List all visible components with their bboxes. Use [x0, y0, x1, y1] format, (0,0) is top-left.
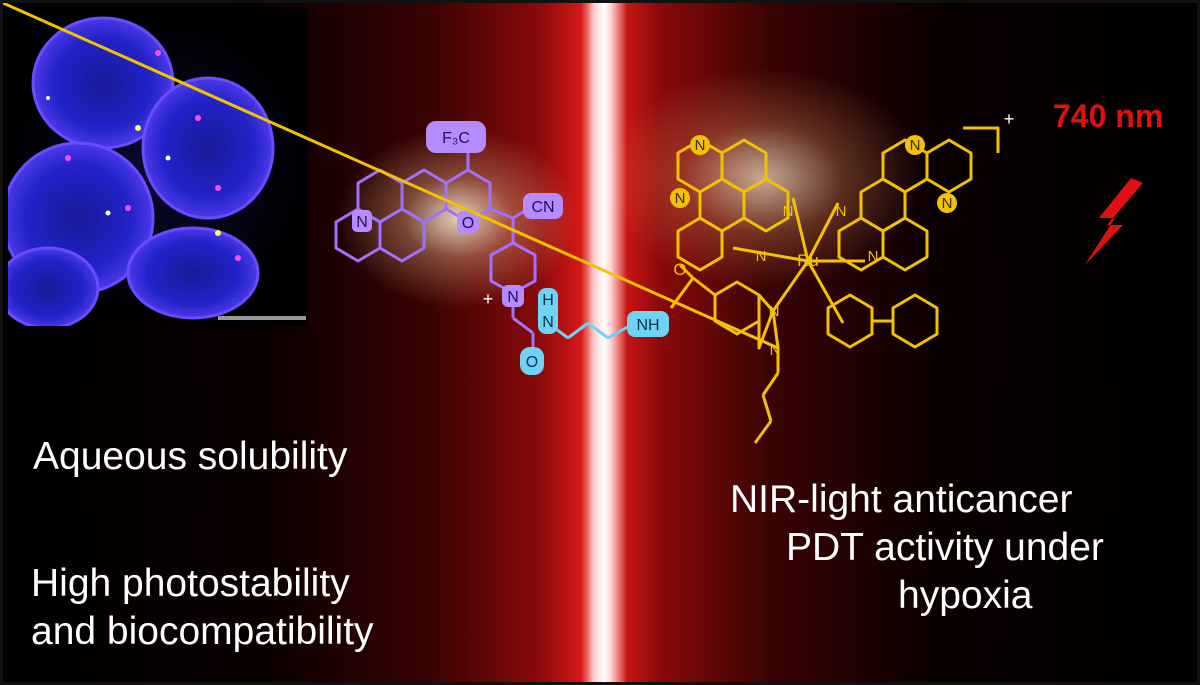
ru-complex-fragment	[3, 3, 1000, 444]
cn-label: CN	[531, 199, 554, 216]
cf3-label: F₃C	[442, 130, 470, 147]
complex-n-label-2: N	[675, 190, 686, 207]
complex-n-label-9: N	[769, 303, 780, 320]
caption-aqueous-solubility: Aqueous solubility	[33, 435, 348, 478]
complex-n-label-4: N	[942, 195, 953, 212]
complex-charge-label: +	[1004, 109, 1015, 129]
cell-4	[126, 226, 260, 320]
complex-n-label-7: N	[756, 248, 767, 265]
cell-2	[141, 76, 275, 220]
complex-n-label-1: N	[695, 137, 706, 154]
linker-o-label: O	[526, 354, 538, 371]
complex-n-label-10: N	[770, 342, 781, 359]
cyanine-fragment	[334, 151, 539, 358]
cells-svg	[8, 16, 306, 326]
ru-label: Ru	[797, 251, 819, 270]
complex-n-label-8: N	[868, 248, 879, 265]
linker-labels: H N O NH	[520, 288, 669, 375]
molecule-diagram: F₃C CN N O N + H N O NH	[3, 3, 1143, 444]
caption-nir-line1: NIR-light anticancer	[730, 478, 1073, 521]
linker-n-label: N	[542, 314, 554, 331]
wavelength-label: 740 nm	[1053, 98, 1164, 134]
lightning-bolt-icon	[1085, 178, 1143, 265]
complex-n-label-3: N	[910, 137, 921, 154]
cyanine-charge-label: +	[483, 289, 494, 309]
caption-nir-line3: hypoxia	[898, 574, 1033, 617]
cyanine-labels: F₃C CN N O N +	[352, 121, 563, 309]
linker-h-label: H	[542, 292, 554, 309]
caption-photostability-line2: and biocompatibility	[31, 610, 374, 653]
fluorescence-cell-image	[8, 8, 308, 326]
complex-o-label: O	[673, 260, 686, 279]
laser-beam	[581, 3, 627, 682]
cyanine-n-label: N	[356, 214, 368, 231]
cyanine-o-label: O	[462, 215, 474, 232]
linker-nh-label: NH	[636, 317, 659, 334]
caption-photostability-line1: High photostability	[31, 562, 350, 605]
complex-n-label-6: N	[836, 203, 847, 220]
complex-n-label-5: N	[783, 203, 794, 220]
caption-nir-line2: PDT activity under	[786, 526, 1104, 569]
ru-complex-labels: N N N N Ru N N N N N N O +	[670, 109, 1014, 359]
pyridinium-n-label: N	[507, 289, 519, 306]
